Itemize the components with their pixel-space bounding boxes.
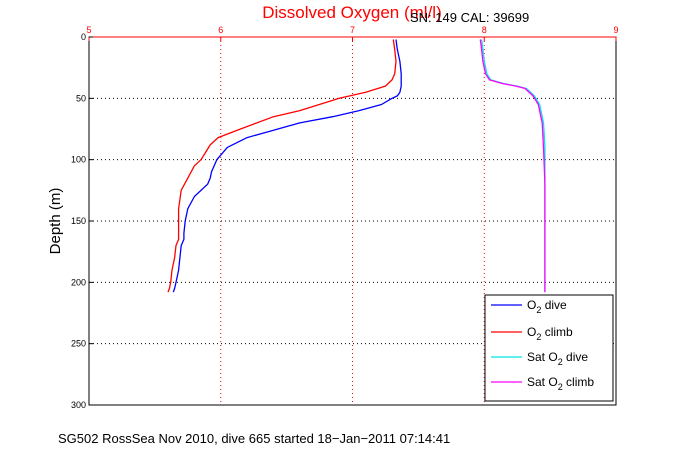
x-tick-label: 7 (350, 25, 355, 35)
grid (89, 37, 616, 405)
legend: O2 dive O2 climb Sat O2 dive Sat O2 climb (484, 294, 614, 402)
calibration-label: SN: 149 CAL: 39699 (410, 10, 529, 25)
series-line (172, 39, 402, 293)
legend-entry: Sat O2 climb (527, 375, 594, 392)
y-ticks: 0 50 100 150 200 250 300 (71, 32, 93, 410)
series-line (479, 39, 546, 293)
legend-entry: O2 dive (527, 298, 567, 315)
y-tick-label: 300 (71, 400, 86, 410)
chart-title: Dissolved Oxygen (ml/l) (262, 3, 442, 22)
y-tick-label: 0 (81, 32, 86, 42)
x-tick-label: 9 (613, 25, 618, 35)
y-axis-label: Depth (m) (47, 188, 64, 255)
legend-entry: Sat O2 dive (527, 350, 588, 367)
y-tick-label: 100 (71, 155, 86, 165)
series-line (167, 39, 397, 293)
y-tick-label: 150 (71, 216, 86, 226)
legend-entry: O2 climb (527, 325, 573, 342)
y-tick-label: 50 (76, 93, 86, 103)
x-tick-label: 8 (482, 25, 487, 35)
y-tick-label: 250 (71, 339, 86, 349)
y-tick-label: 200 (71, 277, 86, 287)
x-ticks: 5 6 7 8 9 (86, 25, 619, 41)
x-tick-label: 5 (86, 25, 91, 35)
legend-box (484, 294, 614, 402)
dive-caption: SG502 RossSea Nov 2010, dive 665 started… (58, 431, 450, 446)
x-tick-label: 6 (218, 25, 223, 35)
series-lines (167, 39, 546, 293)
